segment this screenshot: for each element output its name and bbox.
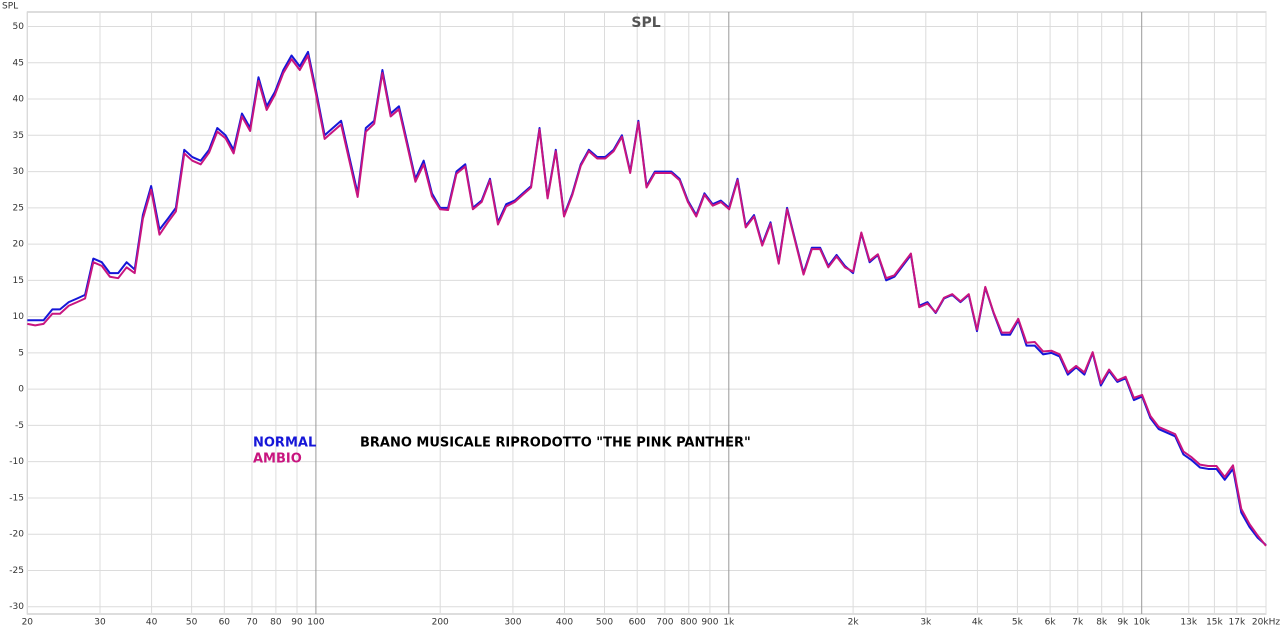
x-tick-label: 900 [701,618,718,628]
y-axis-label: SPL [2,2,18,12]
y-tick-label: -30 [9,602,24,612]
y-tick-label: 5 [18,348,24,358]
x-tick-label: 40 [146,618,158,628]
x-tick-label: 5k [1012,618,1024,628]
x-tick-label: 700 [656,618,673,628]
x-tick-label: 8k [1096,618,1108,628]
y-tick-label: 10 [13,312,25,322]
grid [26,12,1267,614]
x-tick-label: 100 [307,618,324,628]
x-tick-label: 60 [219,618,231,628]
x-tick-label: 1k [723,618,735,628]
x-tick-label: 20kHz [1252,618,1280,628]
annotation: BRANO MUSICALE RIPRODOTTO "THE PINK PANT… [360,436,751,451]
x-tick-label: 7k [1072,618,1084,628]
x-tick-label: 10k [1133,618,1150,628]
x-tick-label: 13k [1180,618,1197,628]
y-tick-label: -25 [9,566,24,576]
x-tick-label: 4k [972,618,984,628]
y-tick-label: -15 [9,493,24,503]
legend-label: NORMAL [253,436,316,451]
y-tick-label: 0 [18,385,24,395]
y-tick-label: 40 [13,95,25,105]
x-tick-label: 70 [246,618,258,628]
x-tick-label: 400 [556,618,573,628]
x-tick-label: 17k [1229,618,1246,628]
chart-title: SPL [631,15,660,31]
lines [27,50,1267,547]
x-tick-label: 200 [432,618,449,628]
y-tick-label: 35 [13,131,24,141]
x-tick-label: 30 [94,618,106,628]
plot-area [26,11,1267,615]
x-tick-label: 9k [1117,618,1129,628]
y-tick-label: -20 [9,530,24,540]
x-tick-label: 500 [596,618,613,628]
series-line [27,54,1267,547]
x-tick-label: 800 [680,618,697,628]
y-tick-label: 15 [13,276,24,286]
x-tick-label: 300 [504,618,521,628]
y-tick-label: 45 [13,58,24,68]
y-tick-label: 30 [13,167,25,177]
y-tick-label: 25 [13,203,24,213]
x-tick-label: 2k [848,618,860,628]
x-tick-label: 600 [629,618,646,628]
x-tick-label: 3k [920,618,932,628]
y-tick-label: 50 [13,22,25,32]
x-tick-label: 15k [1206,618,1223,628]
x-tick-label: 80 [270,618,282,628]
x-tick-label: 6k [1045,618,1057,628]
x-tick-label: 20 [22,618,34,628]
y-tick-label: -5 [15,421,24,431]
legend-label: AMBIO [253,452,302,467]
y-tick-label: 20 [13,240,25,250]
x-tick-label: 50 [186,618,198,628]
x-tick-label: 90 [291,618,303,628]
y-tick-label: -10 [9,457,24,467]
